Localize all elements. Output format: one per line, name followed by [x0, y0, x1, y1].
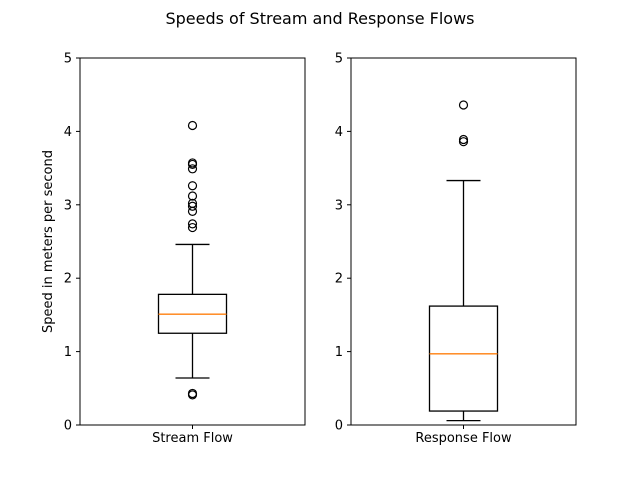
figure-title: Speeds of Stream and Response Flows — [165, 9, 474, 28]
outlier-point — [187, 120, 198, 131]
outlier-point — [458, 100, 469, 110]
y-tick-label: 2 — [64, 272, 72, 287]
outlier-point — [187, 164, 198, 174]
outlier-point — [187, 191, 198, 201]
axes-frame — [79, 57, 306, 426]
outlier-point — [187, 181, 198, 191]
y-tick-label: 0 — [64, 419, 72, 434]
outlier-point — [187, 219, 198, 229]
outlier-point — [187, 198, 198, 208]
y-tick-label: 3 — [64, 198, 72, 213]
outlier-point — [187, 158, 198, 168]
y-tick-label: 4 — [335, 125, 343, 140]
y-tick-label: 3 — [335, 198, 343, 213]
iqr-box — [428, 305, 499, 412]
y-tick-label: 2 — [335, 272, 343, 287]
outlier-point — [187, 222, 198, 233]
x-category-label: Stream Flow — [152, 431, 233, 446]
y-tick-label: 4 — [64, 125, 72, 140]
stream-flow-panel: 0 1 2 3 4 5 Stream Flow Speed in meters per sec… — [41, 52, 306, 446]
y-tick-label: 5 — [335, 52, 343, 67]
axes-frame — [350, 57, 577, 426]
response-flow-panel: 0 1 2 3 4 5 Response Flow — [335, 52, 577, 446]
y-axis-label: Speed in meters per second — [41, 150, 56, 333]
outlier-point — [187, 388, 198, 399]
outlier-point — [187, 201, 198, 211]
y-tick-label: 1 — [335, 345, 343, 360]
y-tick-label: 1 — [64, 345, 72, 360]
y-tick-label: 5 — [64, 52, 72, 67]
x-category-label: Response Flow — [415, 431, 512, 446]
outlier-point — [458, 134, 469, 145]
y-tick-label: 0 — [335, 419, 343, 434]
